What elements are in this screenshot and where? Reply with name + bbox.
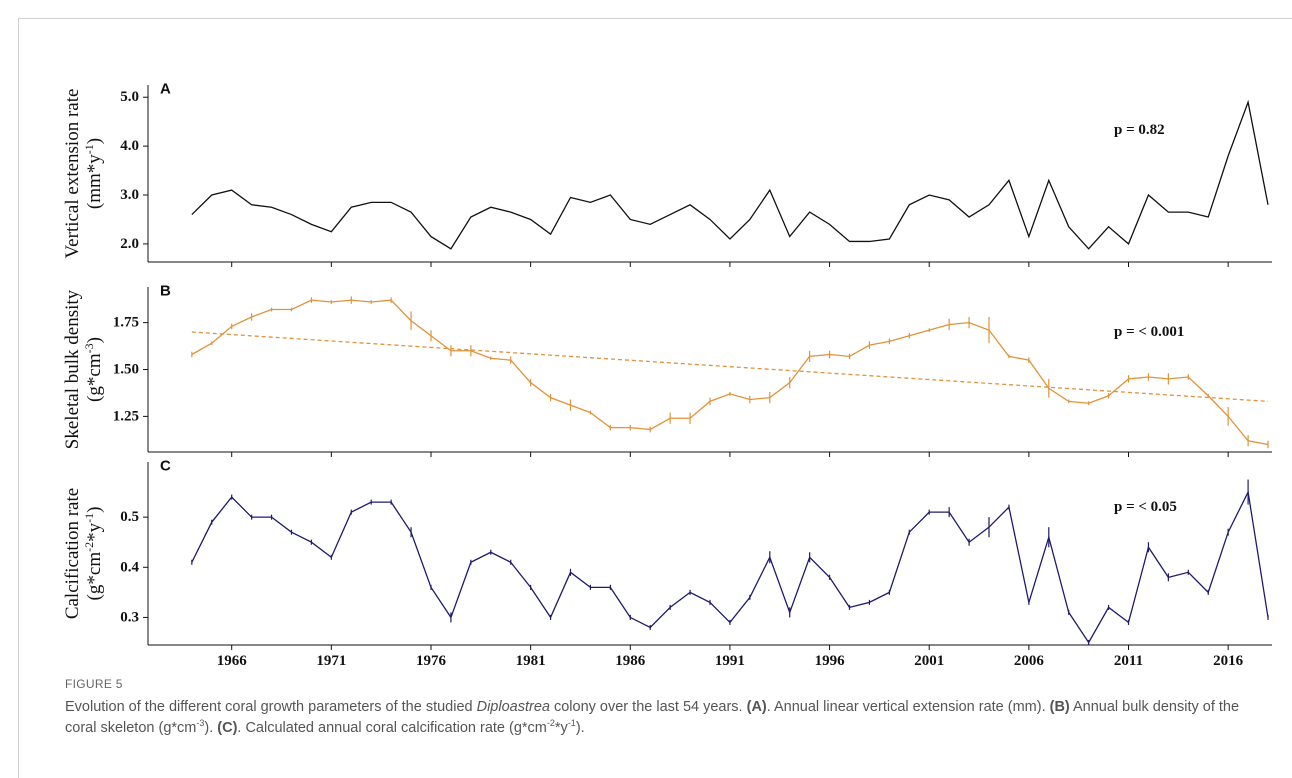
trend-line — [191, 331, 1269, 403]
y-axis-unit: (g*cm-2*y-1) — [82, 507, 105, 601]
y-tick-label: 0.5 — [120, 509, 139, 525]
data-line — [191, 99, 1269, 250]
caption-part: . Calculated annual coral calcification … — [237, 720, 547, 736]
p-value: p = 0.82 — [1114, 122, 1165, 138]
y-axis-unit-part: (g*cm — [84, 353, 105, 402]
y-axis-unit-part: -1 — [82, 144, 96, 154]
caption-part: Diploastrea — [476, 699, 550, 715]
y-axis-unit-part: ) — [84, 337, 105, 343]
p-value: p = < 0.05 — [1114, 499, 1177, 515]
y-axis-title: Calcification rate — [62, 488, 83, 619]
caption-part: -1 — [567, 718, 576, 729]
x-tick-label: 1996 — [815, 653, 846, 669]
y-tick-label: 2.0 — [120, 236, 139, 252]
y-axis-unit-part: ) — [84, 507, 105, 513]
y-tick-label: 4.0 — [120, 138, 139, 154]
y-axis-unit-part: -2 — [82, 542, 96, 552]
y-axis-unit-part: (g*cm — [84, 552, 105, 601]
caption-part: Evolution of the different coral growth … — [65, 699, 477, 715]
caption-part: ). — [204, 720, 218, 736]
panel-letter: A — [160, 81, 171, 98]
y-tick-label: 0.3 — [120, 609, 139, 625]
y-tick-label: 0.4 — [120, 559, 139, 575]
y-tick-label: 1.50 — [113, 362, 139, 378]
y-axis-unit-part: -3 — [82, 343, 96, 353]
y-axis-unit-part: -1 — [82, 513, 96, 523]
figure-caption: Evolution of the different coral growth … — [65, 697, 1270, 739]
x-tick-label: 1966 — [217, 653, 248, 669]
caption-part: (B) — [1049, 699, 1070, 715]
x-tick-label: 2001 — [914, 653, 944, 669]
caption-part: -3 — [196, 718, 205, 729]
y-axis-unit-part: *y — [84, 522, 105, 542]
caption-part: ). — [575, 720, 585, 736]
x-tick-label: 1981 — [516, 653, 546, 669]
caption-part: *y — [554, 720, 568, 736]
y-tick-label: 1.25 — [113, 408, 139, 424]
y-tick-label: 5.0 — [120, 89, 139, 105]
y-axis-title: Vertical extension rate — [62, 89, 83, 259]
x-tick-label: 1971 — [316, 653, 346, 669]
data-line — [191, 489, 1269, 644]
caption-part: colony over the last 54 years. — [549, 699, 747, 715]
y-tick-label: 3.0 — [120, 187, 139, 203]
x-tick-label: 1986 — [615, 653, 646, 669]
y-axis-unit-part: ) — [84, 138, 105, 144]
x-tick-label: 1991 — [715, 653, 745, 669]
x-tick-label: 1976 — [416, 653, 447, 669]
y-axis-unit: (mm*y-1) — [82, 138, 105, 209]
data-line — [191, 299, 1269, 446]
figure-label: FIGURE 5 — [65, 677, 123, 691]
panel-letter: B — [160, 283, 171, 300]
caption-part: (C) — [217, 720, 238, 736]
x-tick-label: 2011 — [1114, 653, 1143, 669]
y-axis-unit: (g*cm-3) — [82, 337, 105, 402]
y-tick-label: 1.75 — [113, 315, 139, 331]
caption-part: . Annual linear vertical extension rate … — [766, 699, 1050, 715]
panel-letter: C — [160, 458, 171, 475]
caption-part: -2 — [546, 718, 555, 729]
caption-part: Annual bulk density of the coral skeleto… — [65, 699, 1240, 736]
x-tick-label: 2006 — [1014, 653, 1045, 669]
caption-part: (A) — [746, 699, 767, 715]
x-tick-label: 2016 — [1213, 653, 1244, 669]
p-value: p = < 0.001 — [1114, 324, 1184, 340]
y-axis-title: Skeletal bulk density — [62, 289, 83, 449]
y-axis-unit-part: (mm*y — [84, 154, 105, 209]
